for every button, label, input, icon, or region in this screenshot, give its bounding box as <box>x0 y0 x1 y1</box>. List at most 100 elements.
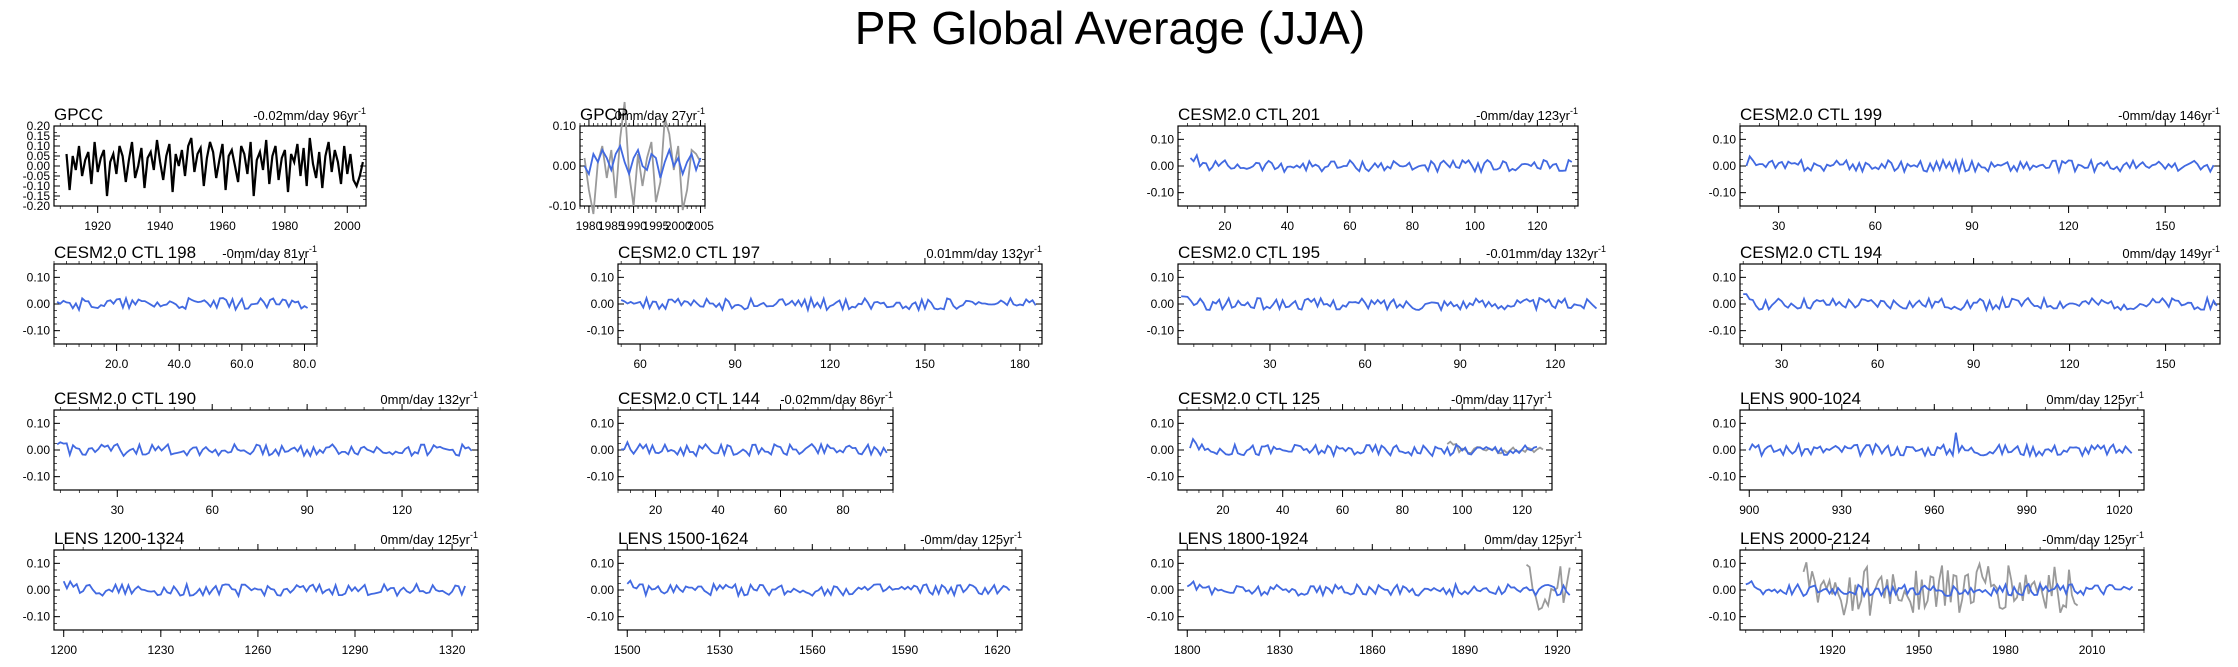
y-tick-label: 0.20 <box>27 119 51 133</box>
panel-title: CESM2.0 CTL 125 <box>1178 389 1320 408</box>
y-tick-label: 0.10 <box>1151 132 1175 146</box>
y-tick-label: 0.15 <box>27 129 51 143</box>
trend-exponent: -1 <box>2212 244 2220 254</box>
x-tick-label: 60 <box>1871 357 1885 371</box>
series-line <box>1189 437 1538 459</box>
x-tick-label: 20 <box>1218 219 1232 233</box>
x-tick-label: 40 <box>711 503 725 517</box>
x-tick-label: 1890 <box>1451 643 1478 657</box>
series-line <box>56 295 309 313</box>
trend-exponent: -1 <box>1598 244 1606 254</box>
x-tick-label: 40 <box>1276 503 1290 517</box>
x-tick-label: 80.0 <box>293 357 317 371</box>
x-tick-label: 1960 <box>209 219 236 233</box>
series-line <box>1181 295 1598 313</box>
x-tick-label: 1260 <box>245 643 272 657</box>
y-tick-label: -0.10 <box>1709 186 1737 200</box>
series-line <box>65 137 364 197</box>
x-tick-label: 40 <box>1281 219 1295 233</box>
x-tick-label: 1200 <box>50 643 77 657</box>
panel-title: GPCC <box>54 105 103 124</box>
panel-title: GPCP <box>580 105 628 124</box>
y-tick-label: 0.10 <box>553 119 577 133</box>
y-tick-label: -0.10 <box>1147 324 1175 338</box>
chart-panel: 0.10 0.00 -0.10 60 90 120 150 180 CESM2.0 CTL 19… <box>587 243 1043 371</box>
x-tick-label: 180 <box>1010 357 1030 371</box>
panel-title: CESM2.0 CTL 198 <box>54 243 196 262</box>
y-tick-label: -0.10 <box>23 470 51 484</box>
y-tick-label: 0.00 <box>27 297 51 311</box>
series-line <box>1186 579 1571 599</box>
x-tick-label: 90 <box>1967 357 1981 371</box>
plot-frame <box>53 409 479 491</box>
panel-title: LENS 900-1024 <box>1740 389 1861 408</box>
series-line <box>1189 152 1573 175</box>
y-tick-label: -0.10 <box>1147 186 1175 200</box>
y-tick-label: 0.10 <box>1713 270 1737 284</box>
x-tick-label: 30 <box>1772 219 1786 233</box>
series-line <box>583 101 702 215</box>
y-tick-label: -0.15 <box>23 189 51 203</box>
trend-label: 0mm/day 125yr-1 <box>380 530 478 547</box>
x-tick-label: 60 <box>1358 357 1372 371</box>
y-tick-label: 0.10 <box>1713 416 1737 430</box>
x-tick-label: 2000 <box>665 219 692 233</box>
panel-title: LENS 1200-1324 <box>54 529 184 548</box>
x-tick-label: 80 <box>836 503 850 517</box>
trend-label: -0.02mm/day 86yr-1 <box>780 390 893 407</box>
chart-panel: 0.10 0.00 -0.10 900 930 960 990 1020 LENS 900-10… <box>1709 389 2145 517</box>
x-tick-label: 120 <box>820 357 840 371</box>
trend-label: -0mm/day 125yr-1 <box>2042 530 2144 547</box>
y-tick-label: -0.20 <box>23 199 51 213</box>
y-tick-label: 0.00 <box>1713 159 1737 173</box>
panel-title: LENS 1500-1624 <box>618 529 748 548</box>
trend-exponent: -1 <box>470 390 478 400</box>
x-tick-label: 150 <box>915 357 935 371</box>
x-tick-label: 100 <box>1452 503 1472 517</box>
chart-panel: 0.10 0.00 -0.10 20.0 40.0 60.0 80.0 CESM2.0 CTL… <box>23 243 318 371</box>
series-line <box>1743 293 2218 313</box>
y-tick-label: 0.00 <box>591 443 615 457</box>
y-tick-label: -0.10 <box>1709 610 1737 624</box>
x-tick-label: 1950 <box>1906 643 1933 657</box>
chart-panel: 0.10 0.00 -0.10 30 60 90 120 150 CESM2.0 CTL 199… <box>1709 105 2221 233</box>
chart-panel: 0.10 0.00 -0.10 1800 1830 1860 1890 1920 LENS 18… <box>1147 529 1583 657</box>
chart-panel: 0.10 0.00 -0.10 1200 1230 1260 1290 1320 LENS 12… <box>23 529 479 657</box>
trend-label: -0.02mm/day 96yr-1 <box>253 106 366 123</box>
x-tick-label: 30 <box>111 503 125 517</box>
trend-label: 0mm/day 149yr-1 <box>2122 244 2220 261</box>
x-tick-label: 1920 <box>84 219 111 233</box>
y-tick-label: 0.00 <box>591 583 615 597</box>
trend-exponent: -1 <box>309 244 317 254</box>
trend-exponent: -1 <box>1034 244 1042 254</box>
series-line <box>56 441 473 459</box>
y-tick-label: -0.10 <box>23 610 51 624</box>
trend-label: -0mm/day 117yr-1 <box>1451 390 1552 407</box>
x-tick-label: 1290 <box>342 643 369 657</box>
panel-title: LENS 1800-1924 <box>1178 529 1308 548</box>
y-tick-label: 0.10 <box>1151 416 1175 430</box>
y-tick-label: -0.10 <box>23 324 51 338</box>
chart-panel: 0.10 0.00 -0.10 1920 1950 1980 2010 LENS 2000-2… <box>1709 529 2145 657</box>
panel-title: CESM2.0 CTL 201 <box>1178 105 1320 124</box>
y-tick-label: 0.00 <box>1713 443 1737 457</box>
x-tick-label: 1230 <box>147 643 174 657</box>
series-line <box>1802 560 2079 616</box>
y-tick-label: 0.00 <box>27 583 51 597</box>
x-tick-label: 60 <box>633 357 647 371</box>
x-tick-label: 960 <box>1924 503 1944 517</box>
x-tick-label: 1020 <box>2106 503 2133 517</box>
x-tick-label: 1985 <box>598 219 625 233</box>
x-tick-label: 20 <box>1216 503 1230 517</box>
x-tick-label: 90 <box>300 503 314 517</box>
x-tick-label: 2010 <box>2079 643 2106 657</box>
x-tick-label: 1530 <box>706 643 733 657</box>
trend-label: -0mm/day 123yr-1 <box>1476 106 1578 123</box>
trend-exponent: -1 <box>470 530 478 540</box>
trend-exponent: -1 <box>1574 530 1582 540</box>
x-tick-label: 1830 <box>1266 643 1293 657</box>
y-tick-label: -0.05 <box>23 169 51 183</box>
series-line <box>1745 154 2215 176</box>
trend-label: -0mm/day 125yr-1 <box>920 530 1022 547</box>
